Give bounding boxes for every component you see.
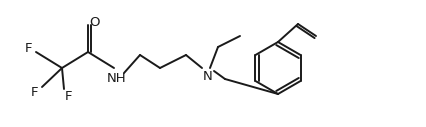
Text: NH: NH xyxy=(107,72,127,84)
Text: F: F xyxy=(64,90,72,102)
Text: N: N xyxy=(203,69,213,83)
Text: F: F xyxy=(30,85,38,99)
Text: O: O xyxy=(89,17,99,29)
Text: F: F xyxy=(24,42,32,54)
